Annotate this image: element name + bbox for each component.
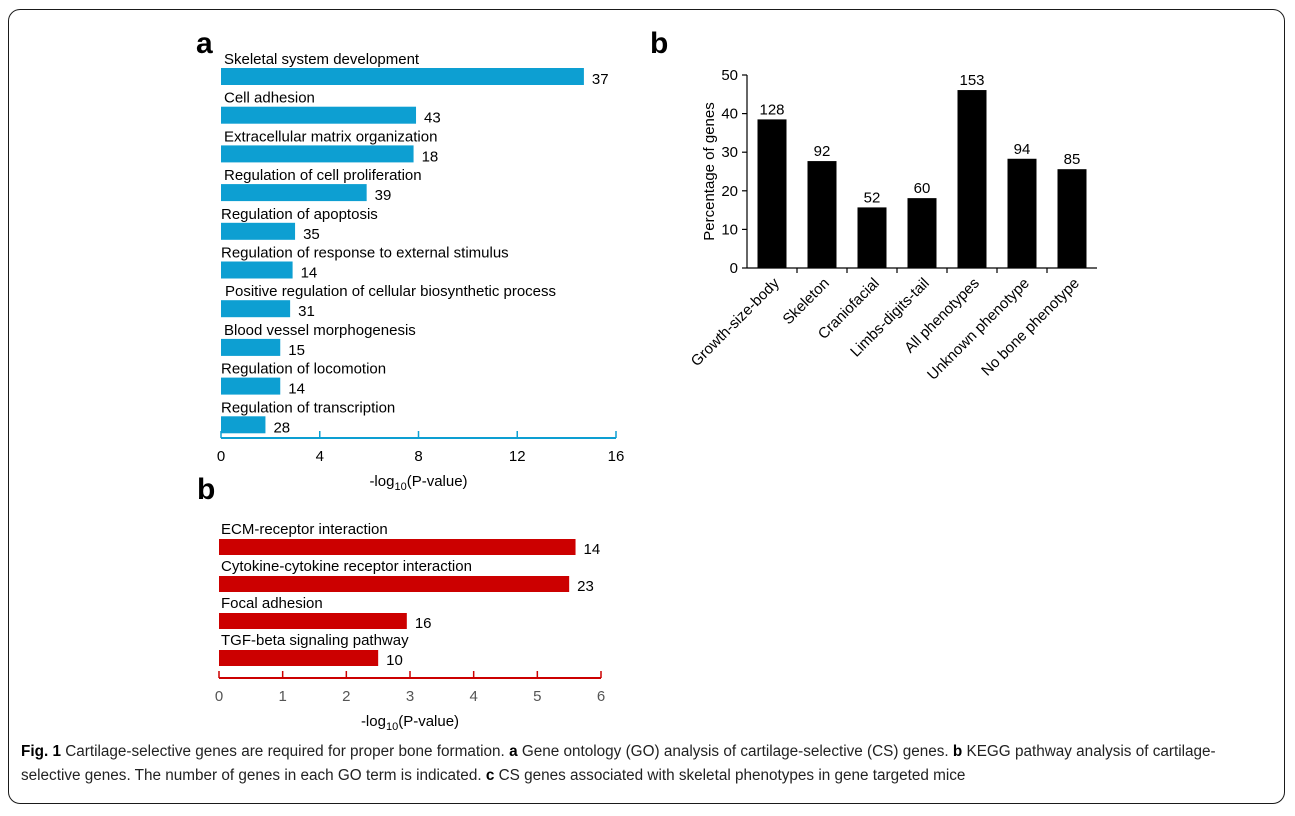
kegg-value-label: 10 xyxy=(386,652,403,669)
pheno-bar xyxy=(1057,169,1087,268)
kegg-x-tick-label: 0 xyxy=(215,688,223,705)
pheno-bar xyxy=(757,119,787,268)
pheno-bar xyxy=(907,198,937,268)
kegg-x-tick-label: 2 xyxy=(342,688,350,705)
go-category-label: Cell adhesion xyxy=(224,90,315,107)
kegg-category-label: TGF-beta signaling pathway xyxy=(221,632,409,649)
pheno-bar xyxy=(1007,158,1037,268)
go-category-label: Regulation of transcription xyxy=(221,399,395,416)
pheno-bar xyxy=(957,90,987,268)
go-value-label: 18 xyxy=(422,148,439,165)
go-category-label: Regulation of cell proliferation xyxy=(224,167,422,184)
go-value-label: 35 xyxy=(303,226,320,243)
caption-text-intro: Cartilage-selective genes are required f… xyxy=(60,743,510,760)
go-bar xyxy=(221,145,414,163)
pheno-value-label: 85 xyxy=(1064,151,1081,168)
pheno-value-label: 128 xyxy=(759,101,784,118)
pheno-value-label: 60 xyxy=(914,180,931,197)
go-value-label: 14 xyxy=(288,381,305,398)
kegg-bar xyxy=(219,613,407,629)
pheno-y-tick-label: 50 xyxy=(721,67,738,84)
go-category-label: Extracellular matrix organization xyxy=(224,128,437,145)
caption-b-label: b xyxy=(952,743,963,760)
kegg-category-label: ECM-receptor interaction xyxy=(221,521,388,538)
kegg-bar xyxy=(219,576,570,592)
caption-fig-label: Fig. 1 xyxy=(21,743,61,760)
pheno-y-tick-label: 20 xyxy=(721,183,738,200)
go-category-label: Positive regulation of cellular biosynth… xyxy=(225,283,556,300)
kegg-category-label: Cytokine-cytokine receptor interaction xyxy=(221,558,472,575)
kegg-value-label: 23 xyxy=(577,578,594,595)
caption-text-b: KEGG pathway analysis of cartilage-selec… xyxy=(21,743,1216,784)
kegg-bar xyxy=(219,650,379,666)
go-category-label: Regulation of apoptosis xyxy=(221,206,378,223)
kegg-x-tick-label: 6 xyxy=(597,688,605,705)
pheno-x-tick-label: Growth-size-body xyxy=(690,274,783,369)
go-bar xyxy=(221,377,281,395)
kegg-x-axis-title: -log10(P-value) xyxy=(361,713,459,733)
go-x-tick-label: 0 xyxy=(217,448,225,465)
caption-text-a: Gene ontology (GO) analysis of cartilage… xyxy=(517,743,953,760)
pheno-value-label: 153 xyxy=(959,72,984,89)
kegg-x-tick-label: 4 xyxy=(469,688,477,705)
go-category-label: Regulation of response to external stimu… xyxy=(221,245,509,262)
go-value-label: 15 xyxy=(288,342,305,359)
pheno-y-tick-label: 10 xyxy=(721,221,738,238)
go-value-label: 31 xyxy=(298,303,315,320)
pheno-bar xyxy=(857,207,887,268)
go-bar xyxy=(221,106,417,124)
go-category-label: Skeletal system development xyxy=(224,51,420,68)
pheno-value-label: 92 xyxy=(814,143,831,160)
phenotype-bar-chart: 01020304050128Growth-size-body92Skeleton… xyxy=(690,67,1097,384)
panel-label-kegg: b xyxy=(197,473,216,506)
go-x-tick-label: 12 xyxy=(509,448,526,465)
pheno-x-tick-label: No bone phenotype xyxy=(978,275,1083,380)
kegg-bar-chart: ECM-receptor interaction14Cytokine-cytok… xyxy=(215,521,605,733)
go-category-label: Blood vessel morphogenesis xyxy=(224,322,416,339)
panel-label-phenotype: b xyxy=(650,27,669,60)
caption-text-c: CS genes associated with skeletal phenot… xyxy=(494,767,966,784)
go-bar xyxy=(221,338,281,356)
pheno-value-label: 94 xyxy=(1014,141,1031,158)
kegg-x-tick-label: 3 xyxy=(406,688,414,705)
go-bar xyxy=(221,300,291,318)
go-bar xyxy=(221,416,266,434)
go-value-label: 37 xyxy=(592,71,609,88)
figure-caption: Fig. 1 Cartilage-selective genes are req… xyxy=(21,740,1271,788)
go-value-label: 39 xyxy=(375,187,392,204)
pheno-value-label: 52 xyxy=(864,189,881,206)
kegg-x-tick-label: 5 xyxy=(533,688,541,705)
figure-frame xyxy=(8,9,1285,804)
caption-a-label: a xyxy=(509,743,518,760)
go-value-label: 14 xyxy=(301,265,318,282)
kegg-category-label: Focal adhesion xyxy=(221,595,323,612)
pheno-y-tick-label: 30 xyxy=(721,144,738,161)
go-x-tick-label: 4 xyxy=(316,448,324,465)
kegg-x-tick-label: 1 xyxy=(278,688,286,705)
go-value-label: 43 xyxy=(424,110,441,127)
go-x-tick-label: 16 xyxy=(608,448,625,465)
pheno-y-tick-label: 40 xyxy=(721,106,738,123)
kegg-value-label: 14 xyxy=(584,541,601,558)
kegg-bar xyxy=(219,539,576,555)
pheno-bar xyxy=(807,161,837,268)
go-bar-chart: Skeletal system development 37 Cell adhesi… xyxy=(217,51,625,493)
pheno-y-tick-label: 0 xyxy=(730,260,738,277)
go-bar xyxy=(221,184,367,202)
go-bar xyxy=(221,261,293,279)
panel-label-go: a xyxy=(196,27,213,60)
go-category-label: Regulation of locomotion xyxy=(221,361,386,378)
go-bar xyxy=(221,222,296,240)
kegg-value-label: 16 xyxy=(415,615,432,632)
go-x-axis-title: -log10(P-value) xyxy=(369,473,467,493)
caption-c-label: c xyxy=(485,767,495,784)
go-x-tick-label: 8 xyxy=(414,448,422,465)
go-value-label: 28 xyxy=(273,419,290,436)
go-bar xyxy=(221,68,584,85)
pheno-y-axis-title: Percentage of genes xyxy=(701,102,718,240)
